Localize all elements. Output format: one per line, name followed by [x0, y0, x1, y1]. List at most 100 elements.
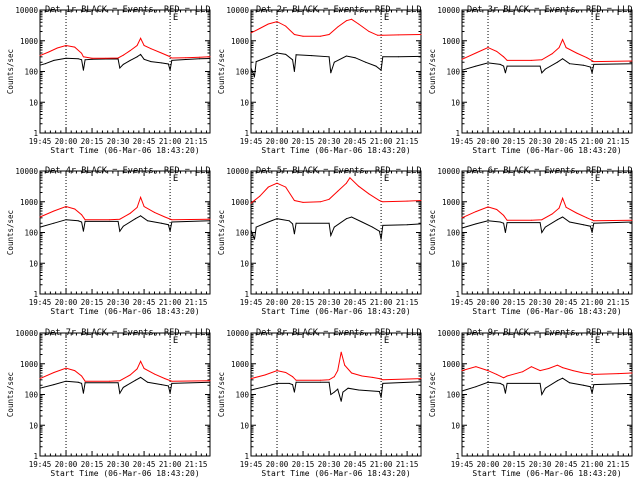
series-point-events — [328, 56, 330, 58]
plot-frame — [39, 9, 211, 134]
y-tick-label: 1000 — [442, 198, 461, 207]
series-point-events — [65, 380, 67, 382]
x-tick-label: 21:15 — [396, 137, 419, 146]
x-tick-label: 19:45 — [451, 298, 474, 307]
x-tick-label: 20:45 — [133, 460, 156, 469]
series-point-events — [475, 386, 477, 388]
series-point-lld — [81, 52, 83, 54]
series-point-events — [358, 389, 360, 391]
series-point-events — [82, 69, 84, 71]
series-point-lld — [475, 366, 477, 368]
series-point-events — [295, 381, 297, 383]
series-point-events — [267, 221, 269, 223]
annotation-label: E — [595, 174, 600, 184]
y-tick-label: 1 — [244, 129, 249, 138]
series-point-events — [311, 55, 313, 57]
x-tick-label: 21:00 — [159, 460, 182, 469]
series-point-lld — [368, 193, 370, 195]
series-point-lld — [548, 368, 550, 369]
series-point-lld — [475, 211, 477, 213]
y-tick-label: 100 — [24, 229, 38, 238]
x-tick-label: 21:00 — [581, 298, 604, 307]
series-point-lld — [487, 206, 489, 208]
y-tick-label: 1000 — [20, 360, 39, 369]
y-tick-label: 10000 — [437, 167, 460, 176]
series-point-events — [593, 63, 595, 65]
x-tick-label: 20:30 — [107, 460, 130, 469]
series-point-events — [140, 215, 142, 217]
series-point-lld — [108, 380, 110, 382]
y-tick-label: 1000 — [442, 360, 461, 369]
series-point-lld — [530, 219, 532, 221]
series-point-events — [44, 63, 46, 65]
y-tick-label: 1 — [33, 452, 38, 461]
plot-frame — [461, 170, 633, 295]
series-point-events — [461, 69, 463, 71]
series-point-lld — [259, 28, 261, 29]
series-point-events — [209, 220, 211, 222]
series-point-events — [81, 59, 83, 61]
x-tick-label: 20:00 — [55, 460, 78, 469]
x-tick-label: 20:15 — [503, 137, 526, 146]
series-line-events — [461, 58, 633, 74]
series-point-events — [39, 64, 41, 66]
series-point-lld — [119, 380, 121, 382]
series-point-events — [544, 226, 546, 228]
x-tick-label: 20:30 — [318, 298, 341, 307]
series-point-events — [351, 216, 353, 218]
series-point-lld — [541, 59, 543, 61]
series-line-events — [461, 377, 633, 397]
series-point-events — [333, 61, 335, 63]
series-point-lld — [475, 52, 477, 54]
series-point-lld — [617, 373, 619, 375]
x-tick-label: 19:45 — [451, 137, 474, 146]
chart-title: Det 5r BLACK = Events, RED = LLD — [256, 166, 422, 176]
series-point-lld — [556, 364, 558, 366]
x-tick-label: 21:00 — [581, 137, 604, 146]
x-tick-label: 21:15 — [185, 298, 208, 307]
series-point-lld — [503, 377, 505, 379]
series-point-lld — [368, 31, 370, 32]
series-point-lld — [593, 220, 595, 222]
series-point-events — [371, 226, 373, 228]
series-point-events — [255, 226, 257, 228]
series-point-events — [631, 221, 633, 223]
series-point-lld — [285, 25, 287, 27]
series-point-events — [147, 220, 149, 222]
series-point-lld — [129, 50, 131, 52]
series-point-events — [589, 386, 591, 388]
annotation-label: E — [384, 13, 389, 23]
series-point-lld — [53, 210, 55, 212]
x-tick-label: 20:15 — [81, 298, 104, 307]
series-point-lld — [91, 57, 93, 59]
series-point-lld — [344, 364, 346, 366]
series-point-lld — [105, 57, 107, 59]
series-point-lld — [171, 380, 173, 382]
series-point-lld — [351, 18, 353, 20]
series-point-events — [134, 218, 136, 220]
x-tick-label: 20:15 — [292, 137, 315, 146]
x-tick-label: 21:15 — [185, 137, 208, 146]
y-tick-label: 10000 — [226, 167, 249, 176]
series-point-events — [84, 220, 86, 222]
series-point-events — [487, 62, 489, 64]
series-point-lld — [631, 60, 633, 62]
series-point-events — [264, 386, 266, 388]
series-point-lld — [349, 177, 351, 179]
annotation-label: E — [384, 336, 389, 346]
series-point-events — [199, 58, 201, 60]
series-point-lld — [496, 209, 498, 210]
series-point-events — [276, 52, 278, 54]
series-point-events — [556, 61, 558, 63]
series-point-events — [541, 394, 543, 395]
series-point-events — [81, 221, 83, 223]
plot-frame — [461, 332, 633, 457]
series-point-lld — [586, 57, 588, 59]
series-line-events — [39, 376, 211, 395]
series-point-events — [342, 391, 344, 393]
series-point-events — [117, 220, 119, 222]
series-point-events — [39, 226, 41, 228]
